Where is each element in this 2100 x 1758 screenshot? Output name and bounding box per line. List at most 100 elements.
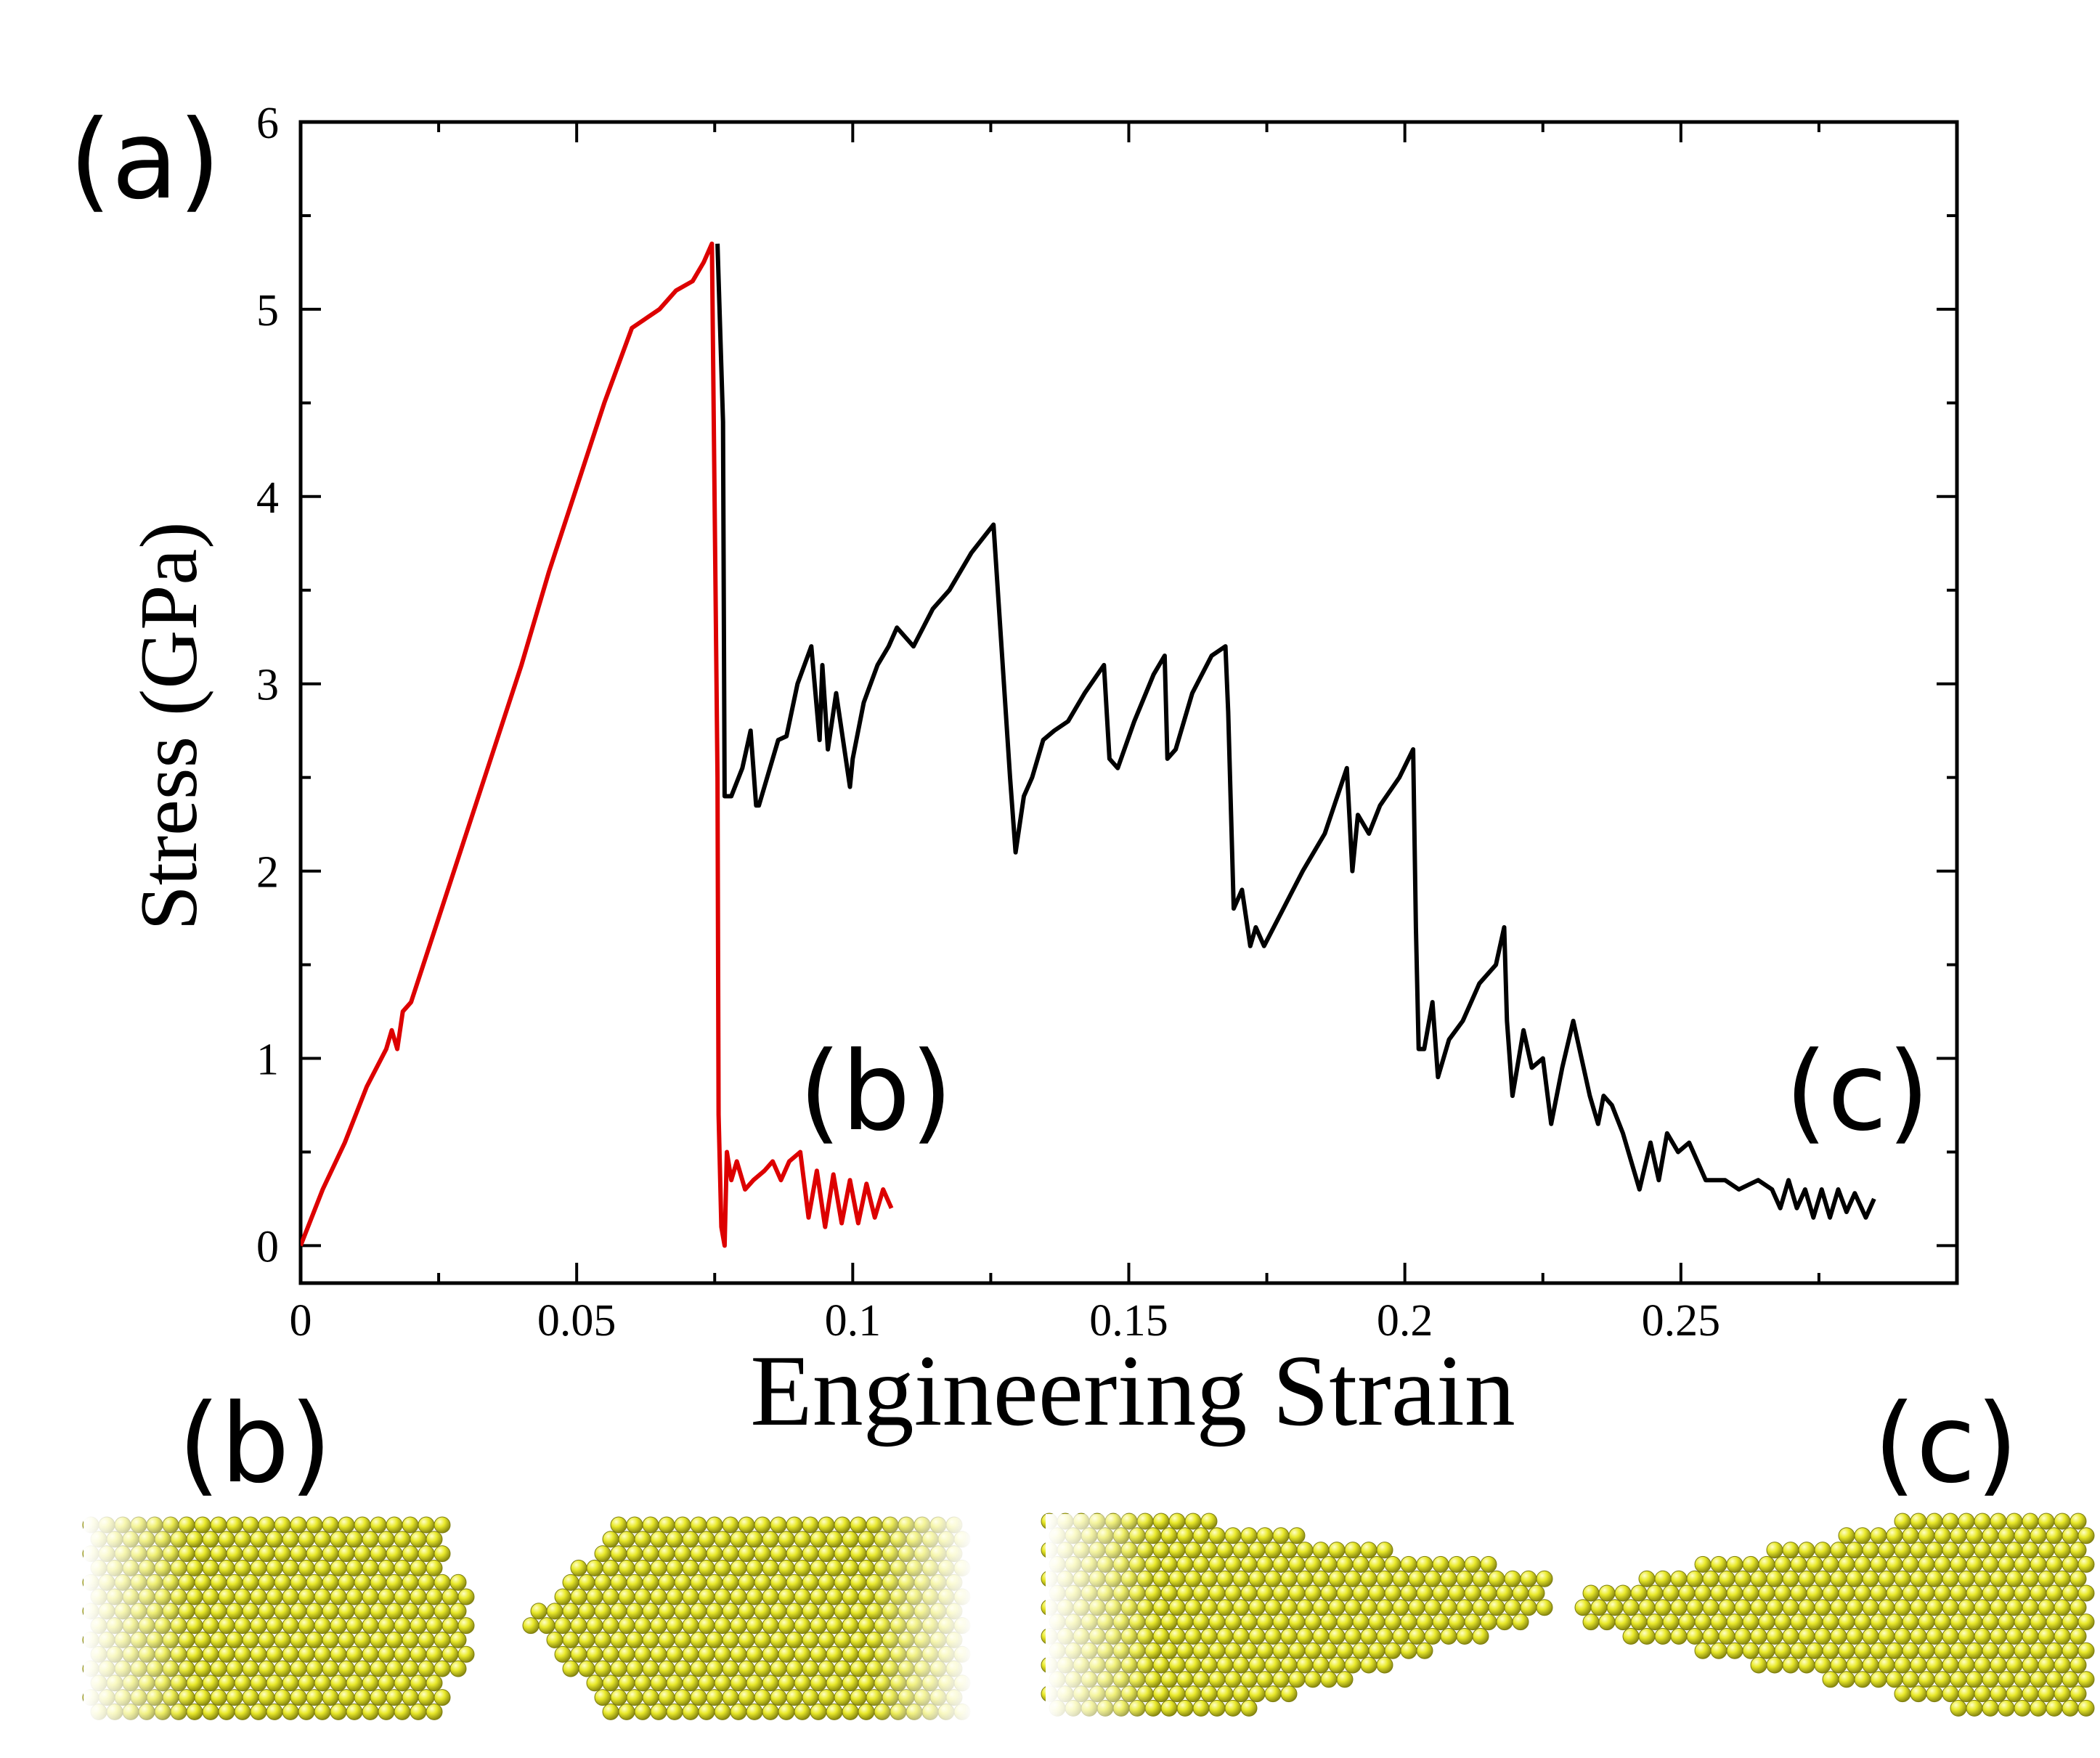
atom — [386, 1516, 403, 1534]
atom — [1272, 1671, 1290, 1688]
atom — [1368, 1613, 1385, 1631]
atom — [402, 1689, 419, 1706]
atom — [1288, 1642, 1306, 1659]
atom — [810, 1617, 827, 1635]
atom — [610, 1574, 627, 1591]
atom — [1934, 1642, 1951, 1659]
atom — [290, 1574, 307, 1591]
atom — [570, 1645, 587, 1663]
atom — [2054, 1570, 2071, 1587]
atom — [578, 1660, 595, 1677]
atom — [1168, 1627, 1186, 1645]
atom — [1160, 1555, 1178, 1573]
atom — [1958, 1656, 1975, 1674]
atom — [1638, 1627, 1656, 1645]
atom — [2070, 1542, 2087, 1559]
atom — [234, 1703, 251, 1720]
atom — [1838, 1671, 1855, 1688]
atom — [410, 1674, 427, 1692]
atom — [682, 1559, 699, 1576]
atom — [234, 1645, 251, 1663]
atom — [354, 1545, 371, 1563]
atom — [1950, 1699, 1967, 1717]
atom — [826, 1703, 843, 1720]
atom — [1256, 1527, 1274, 1545]
atom — [1432, 1613, 1449, 1631]
atom — [242, 1631, 259, 1648]
atom — [810, 1588, 827, 1606]
atom — [250, 1531, 267, 1548]
atom — [746, 1531, 763, 1548]
atom — [2054, 1656, 2071, 1674]
atom — [714, 1559, 731, 1576]
atom — [690, 1603, 707, 1620]
atom — [1790, 1555, 1807, 1573]
atom — [1918, 1613, 1935, 1631]
atom — [290, 1660, 307, 1677]
atom — [449, 1660, 467, 1677]
atom — [1934, 1584, 1951, 1602]
atom — [1160, 1699, 1178, 1717]
atom — [714, 1588, 731, 1606]
atom — [1160, 1671, 1178, 1688]
atom — [1982, 1699, 1999, 1717]
atom — [266, 1588, 283, 1606]
atom — [202, 1645, 219, 1663]
series-red-line — [301, 241, 894, 1248]
atom — [850, 1689, 867, 1706]
atom — [1416, 1555, 1433, 1573]
atom — [242, 1660, 259, 1677]
atom — [1296, 1542, 1314, 1559]
atom — [402, 1545, 419, 1563]
atom — [1224, 1671, 1242, 1688]
atom — [1416, 1613, 1433, 1631]
atom — [802, 1689, 819, 1706]
atom — [346, 1645, 363, 1663]
atom — [1368, 1555, 1385, 1573]
atom — [722, 1689, 739, 1706]
atom — [410, 1703, 427, 1720]
atom — [1328, 1627, 1346, 1645]
fade-overlay-c-left — [1046, 1514, 1155, 1725]
atom — [1312, 1599, 1330, 1616]
atom — [810, 1531, 827, 1548]
atom — [2014, 1584, 2031, 1602]
atom — [330, 1645, 347, 1663]
atom — [650, 1531, 667, 1548]
atom — [218, 1559, 235, 1576]
atom — [441, 1617, 459, 1635]
atom — [738, 1689, 755, 1706]
atom — [2006, 1542, 2023, 1559]
atom — [1902, 1555, 1919, 1573]
atom — [2070, 1656, 2087, 1674]
atom — [1272, 1555, 1290, 1573]
atom — [449, 1574, 467, 1591]
atom — [1352, 1613, 1370, 1631]
atom — [2070, 1685, 2087, 1703]
atom — [2062, 1642, 2079, 1659]
atom — [370, 1545, 387, 1563]
atom — [1224, 1642, 1242, 1659]
atom — [1304, 1671, 1322, 1688]
atom — [698, 1703, 715, 1720]
atom — [1208, 1527, 1226, 1545]
atom — [1296, 1570, 1314, 1587]
atom — [706, 1574, 723, 1591]
atom — [242, 1574, 259, 1591]
atom — [562, 1631, 579, 1648]
atom — [1264, 1685, 1282, 1703]
atom — [850, 1631, 867, 1648]
atom — [1160, 1584, 1178, 1602]
atom — [1248, 1599, 1266, 1616]
atom — [1814, 1656, 1831, 1674]
atom — [202, 1531, 219, 1548]
y-tick-label: 5 — [256, 286, 279, 335]
atom — [818, 1689, 835, 1706]
atom — [738, 1660, 755, 1677]
atom — [2046, 1527, 2063, 1545]
atom — [2006, 1656, 2023, 1674]
atom — [1886, 1613, 1903, 1631]
atom — [1376, 1627, 1393, 1645]
atom — [1806, 1584, 1823, 1602]
atom — [1806, 1613, 1823, 1631]
